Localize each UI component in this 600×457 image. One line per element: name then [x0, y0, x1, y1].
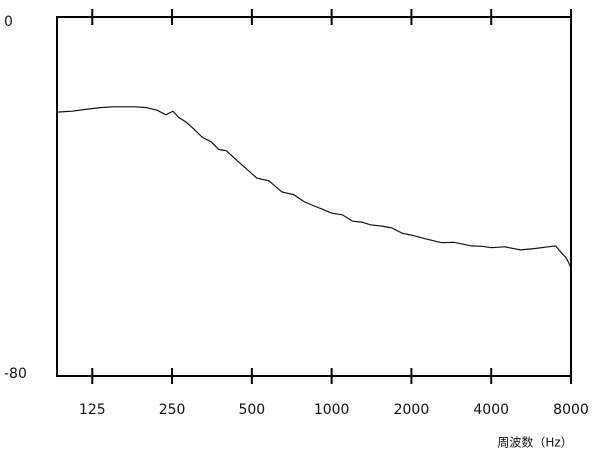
x-tick-label: 1000	[314, 402, 350, 418]
x-tick-label: 500	[238, 402, 265, 418]
x-tick-label: 4000	[473, 402, 509, 418]
spectrum-line	[56, 106, 572, 269]
x-tick-label: 8000	[553, 402, 589, 418]
y-tick-label: 0	[4, 14, 13, 30]
x-tick-label: 125	[79, 402, 106, 418]
y-tick-label: -80	[4, 366, 27, 382]
x-tick-label: 2000	[394, 402, 430, 418]
x-tick-label: 250	[159, 402, 186, 418]
plot-frame	[56, 16, 572, 377]
x-axis-label: 周波数（Hz）	[497, 435, 572, 450]
